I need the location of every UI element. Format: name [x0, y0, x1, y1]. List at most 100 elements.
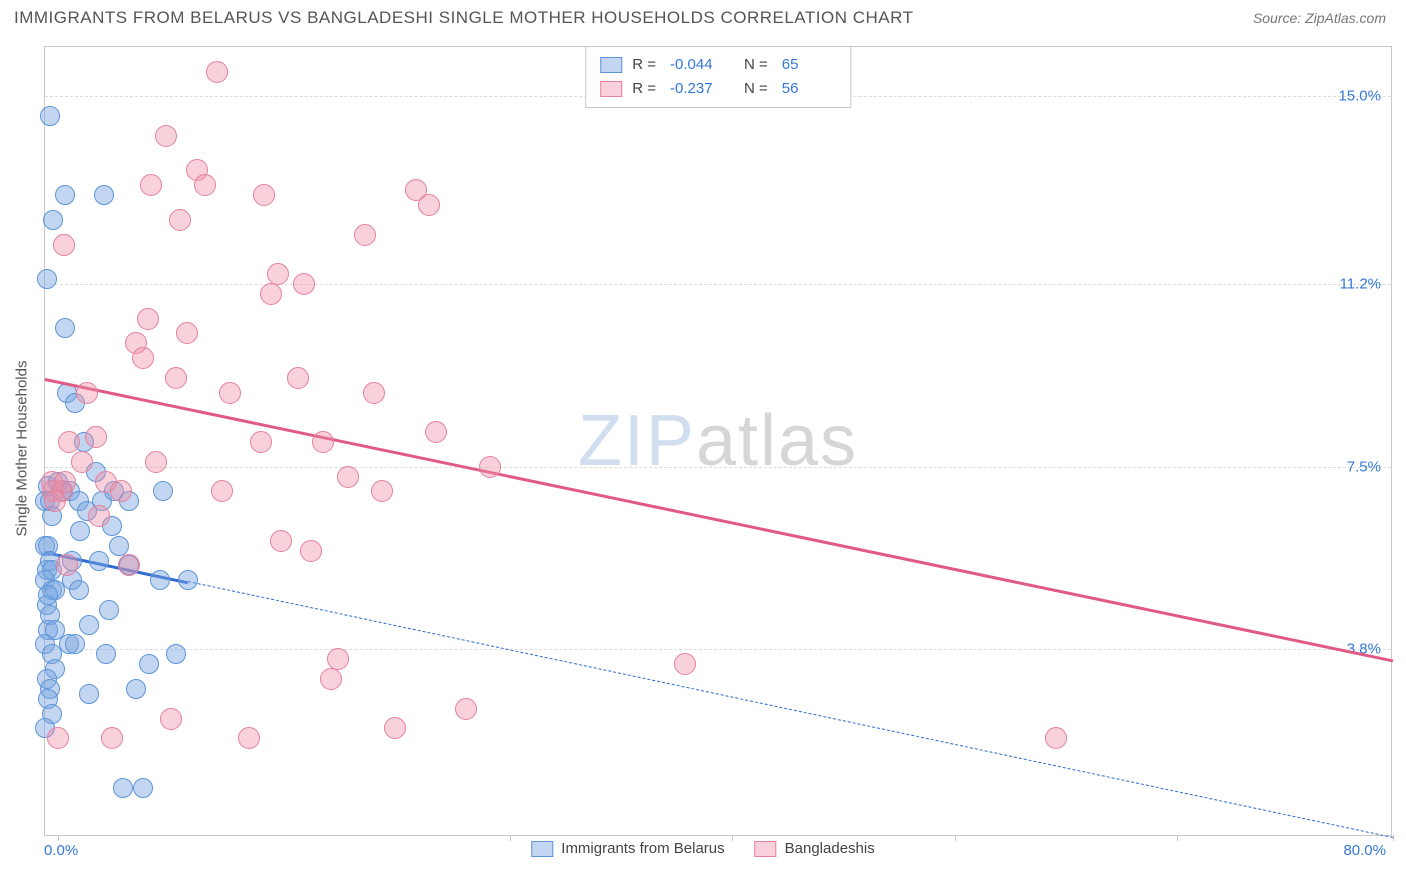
n-label: N = [744, 77, 768, 101]
belarus-point [69, 580, 89, 600]
bangladeshi-point [250, 431, 272, 453]
bangladeshi-point [155, 125, 177, 147]
x-axis-max-label: 80.0% [1343, 842, 1386, 859]
belarus-point [153, 481, 173, 501]
source-attribution: Source: ZipAtlas.com [1253, 10, 1386, 26]
bangladeshi-point [54, 471, 76, 493]
belarus-point [150, 570, 170, 590]
bangladeshi-point [312, 431, 334, 453]
legend-label-bangladeshi: Bangladeshis [785, 840, 875, 857]
r-label: R = [632, 53, 656, 77]
r-value-bangladeshi: -0.237 [670, 77, 724, 101]
chart-title: IMMIGRANTS FROM BELARUS VS BANGLADESHI S… [14, 8, 913, 28]
bangladeshi-point [169, 209, 191, 231]
x-tick [1393, 835, 1394, 841]
trend-line-dashed-belarus [188, 581, 1393, 838]
belarus-point [79, 615, 99, 635]
x-axis-min-label: 0.0% [44, 842, 78, 859]
bangladeshi-point [44, 490, 66, 512]
bangladeshi-point [253, 184, 275, 206]
legend-item-bangladeshi: Bangladeshis [755, 840, 875, 857]
belarus-point [70, 521, 90, 541]
bangladeshi-point [267, 263, 289, 285]
belarus-point [166, 644, 186, 664]
bangladeshi-point [132, 347, 154, 369]
bangladeshi-point [371, 480, 393, 502]
bangladeshi-point [47, 727, 69, 749]
bangladeshi-point [101, 727, 123, 749]
belarus-point [133, 778, 153, 798]
bangladeshi-point [270, 530, 292, 552]
bangladeshi-point [137, 308, 159, 330]
belarus-point [79, 684, 99, 704]
belarus-point [38, 585, 58, 605]
y-tick-label: 11.2% [1340, 276, 1381, 293]
belarus-point [55, 185, 75, 205]
n-value-belarus: 65 [782, 53, 836, 77]
belarus-point [94, 185, 114, 205]
gridline [45, 284, 1391, 285]
belarus-point [43, 210, 63, 230]
bangladeshi-point [479, 456, 501, 478]
belarus-point [126, 679, 146, 699]
gridline [45, 649, 1391, 650]
bangladeshi-point [58, 431, 80, 453]
bangladeshi-point [118, 554, 140, 576]
bangladeshi-point [363, 382, 385, 404]
x-tick [58, 835, 59, 841]
bangladeshi-point [88, 505, 110, 527]
bangladeshi-point [293, 273, 315, 295]
belarus-point [178, 570, 198, 590]
legend-stat-row-belarus: R = -0.044 N = 65 [600, 53, 836, 77]
belarus-point [109, 536, 129, 556]
bangladeshi-point [56, 554, 78, 576]
legend-item-belarus: Immigrants from Belarus [531, 840, 724, 857]
bangladeshi-point [76, 382, 98, 404]
n-label: N = [744, 53, 768, 77]
bangladeshi-point [194, 174, 216, 196]
bangladeshi-point [425, 421, 447, 443]
scatter-chart: 3.8%7.5%11.2%15.0% ZIPatlas R =-0.044N =… [44, 46, 1392, 836]
bangladeshi-point [384, 717, 406, 739]
bangladeshi-point [145, 451, 167, 473]
belarus-point [65, 634, 85, 654]
n-value-bangladeshi: 56 [782, 77, 836, 101]
legend-swatch-bangladeshi [600, 81, 622, 97]
bangladeshi-point [260, 283, 282, 305]
r-label: R = [632, 77, 656, 101]
bangladeshi-point [160, 708, 182, 730]
y-tick-label: 15.0% [1338, 88, 1381, 105]
x-tick [1177, 835, 1178, 841]
bangladeshi-point [219, 382, 241, 404]
bangladeshi-point [337, 466, 359, 488]
belarus-point [113, 778, 133, 798]
bangladeshi-point [71, 451, 93, 473]
belarus-point [96, 644, 116, 664]
legend-swatch-belarus [600, 57, 622, 73]
bangladeshi-point [287, 367, 309, 389]
legend-swatch-belarus [531, 841, 553, 857]
bangladeshi-point [354, 224, 376, 246]
x-tick [955, 835, 956, 841]
belarus-point [40, 106, 60, 126]
bangladeshi-point [176, 322, 198, 344]
bangladeshi-point [455, 698, 477, 720]
bangladeshi-point [53, 234, 75, 256]
legend-label-belarus: Immigrants from Belarus [561, 840, 724, 857]
y-axis-title: Single Mother Households [14, 361, 31, 537]
belarus-point [139, 654, 159, 674]
bangladeshi-point [85, 426, 107, 448]
bangladeshi-point [418, 194, 440, 216]
trend-line-bangladeshi [45, 378, 1394, 662]
bangladeshi-point [320, 668, 342, 690]
bangladeshi-point [1045, 727, 1067, 749]
r-value-belarus: -0.044 [670, 53, 724, 77]
bangladeshi-point [674, 653, 696, 675]
y-tick-label: 7.5% [1347, 458, 1381, 475]
legend-stat-row-bangladeshi: R = -0.237 N = 56 [600, 77, 836, 101]
bangladeshi-point [300, 540, 322, 562]
bangladeshi-point [238, 727, 260, 749]
bangladeshi-point [140, 174, 162, 196]
belarus-point [89, 551, 109, 571]
bangladeshi-point [206, 61, 228, 83]
